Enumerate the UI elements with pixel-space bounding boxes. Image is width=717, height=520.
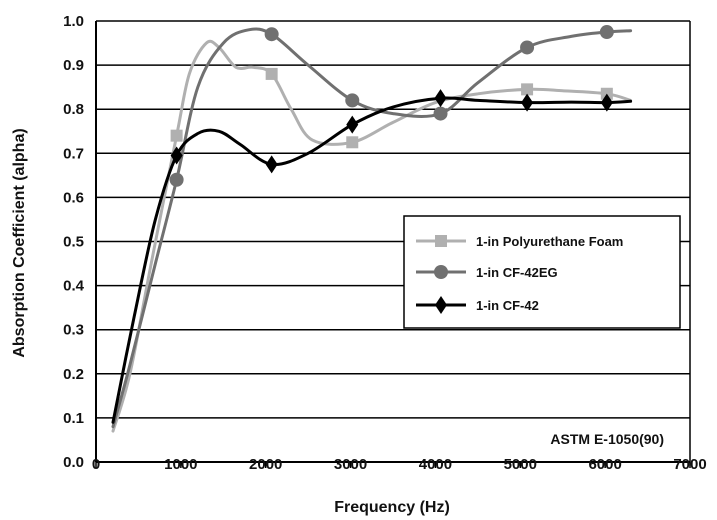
y-tick-label-9: 0.9 xyxy=(63,57,84,74)
y-tick-label-2: 0.2 xyxy=(63,366,84,383)
series-0-point-1 xyxy=(265,67,278,80)
series-1-point-2 xyxy=(345,93,360,108)
y-tick-label-0: 0.0 xyxy=(63,454,84,471)
series-1-point-5 xyxy=(599,25,614,40)
series-line-2 xyxy=(111,96,633,424)
series-0-point-2 xyxy=(346,136,359,149)
series-1-point-0 xyxy=(169,172,184,187)
series-2-point-2 xyxy=(346,115,359,134)
legend-label-1: 1-in CF-42EG xyxy=(476,265,558,280)
series-line-1 xyxy=(111,27,633,429)
legend-marker-2 xyxy=(435,296,447,314)
series-2-point-5 xyxy=(600,93,613,112)
grid-lines xyxy=(96,20,690,419)
y-tick-label-3: 0.3 xyxy=(63,322,84,339)
y-tick-label-10: 1.0 xyxy=(63,13,84,30)
y-tick-label-4: 0.4 xyxy=(63,278,85,295)
x-tick-label-5: 5000 xyxy=(504,456,537,473)
series-0-point-0 xyxy=(170,129,183,142)
series-0-point-3 xyxy=(521,83,534,96)
legend: 1-in Polyurethane Foam 1-in CF-42EG 1-in C… xyxy=(403,215,681,329)
standard-annotation: ASTM E-1050(90) xyxy=(550,431,664,447)
series-2-point-3 xyxy=(434,89,447,108)
x-tick-label-2: 2000 xyxy=(249,456,282,473)
series-1-point-4 xyxy=(520,40,535,55)
series-2-point-0 xyxy=(170,146,183,165)
y-tick-label-5: 0.5 xyxy=(63,234,84,251)
y-tick-label-6: 0.6 xyxy=(63,189,84,206)
axes xyxy=(95,21,691,468)
y-axis-title: Absorption Coefficient (alpha) xyxy=(11,128,28,357)
legend-label-2: 1-in CF-42 xyxy=(476,298,539,313)
series-markers xyxy=(169,25,614,187)
series-2-point-4 xyxy=(521,93,534,112)
legend-marker-1 xyxy=(434,265,448,279)
y-tick-label-8: 0.8 xyxy=(63,101,84,118)
y-tick-label-7: 0.7 xyxy=(63,145,84,162)
x-tick-label-7: 7000 xyxy=(673,456,706,473)
x-axis-title: Frequency (Hz) xyxy=(334,499,450,516)
y-tick-label-1: 0.1 xyxy=(63,410,84,427)
series-1-point-3 xyxy=(433,106,448,121)
x-tick-label-6: 6000 xyxy=(588,456,621,473)
x-tick-label-0: 0 xyxy=(92,456,100,473)
series-1-point-1 xyxy=(264,27,279,42)
legend-marker-0 xyxy=(435,235,447,247)
x-tick-label-3: 3000 xyxy=(334,456,367,473)
series-2-point-1 xyxy=(265,155,278,174)
x-tick-label-4: 4000 xyxy=(419,456,452,473)
tick-labels: 0.0 0.1 0.2 0.3 0.4 0.5 0.6 0.7 0.8 0.9 1.0 0 1000 20… xyxy=(63,13,707,473)
legend-label-0: 1-in Polyurethane Foam xyxy=(476,234,623,249)
x-tick-label-1: 1000 xyxy=(164,456,197,473)
